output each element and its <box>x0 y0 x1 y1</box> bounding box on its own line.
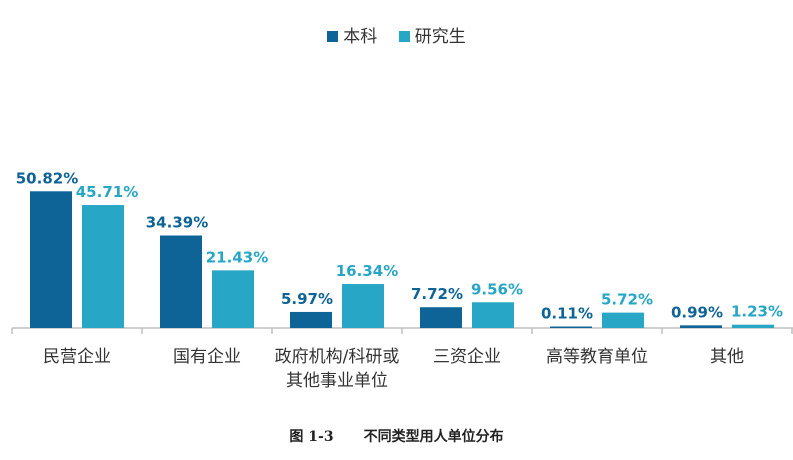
bar-undergraduate-2 <box>290 311 332 328</box>
bar-graduate-5 <box>732 324 774 328</box>
bar-undergraduate-0 <box>30 191 72 328</box>
data-label-graduate-3: 9.56% <box>471 280 523 298</box>
data-label-graduate-0: 45.71% <box>76 183 138 201</box>
bar-undergraduate-4 <box>550 326 592 328</box>
data-label-undergraduate-1: 34.39% <box>146 213 208 231</box>
legend-swatch-undergraduate <box>327 31 339 42</box>
bar-undergraduate-5 <box>680 325 722 328</box>
figure-title: 不同类型用人单位分布 <box>363 429 504 445</box>
data-label-graduate-5: 1.23% <box>731 303 783 321</box>
figure-number: 图 1-3 <box>289 429 334 445</box>
data-label-undergraduate-4: 0.11% <box>541 305 593 323</box>
bar-graduate-0 <box>82 205 124 328</box>
category-label-0: 民营企业 <box>43 347 111 367</box>
bar-chart: 50.82%45.71% 民营企业 34.39% 21.43% 国有企业 5.97%16.… <box>11 169 793 391</box>
bar-graduate-2 <box>342 284 384 328</box>
legend-item-graduate: 研究生 <box>398 22 466 47</box>
category-label-2: 政府机构/科研或其他事业单位 <box>275 347 400 391</box>
bar-graduate-1 <box>212 270 254 328</box>
category-label-3: 三资企业 <box>433 347 501 367</box>
category-label-5: 其他 <box>710 347 744 367</box>
figure-caption: 图 1-3 不同类型用人单位分布 <box>0 426 793 446</box>
legend-swatch-graduate <box>398 31 410 42</box>
category-label-4: 高等教育单位 <box>546 347 648 367</box>
data-label-graduate-4: 5.72% <box>601 291 653 309</box>
data-label-undergraduate-3: 7.72% <box>411 285 463 303</box>
data-label-graduate-2: 16.34% <box>336 262 398 280</box>
data-label-graduate-1: 21.43% <box>206 248 268 266</box>
legend: 本科 研究生 <box>0 22 793 47</box>
legend-label-graduate: 研究生 <box>414 27 466 47</box>
category-label-1: 国有企业 <box>173 347 241 367</box>
bar-undergraduate-1 <box>160 235 202 328</box>
legend-item-undergraduate: 本科 <box>327 22 377 47</box>
bar-graduate-4 <box>602 312 644 328</box>
legend-label-undergraduate: 本科 <box>343 27 378 47</box>
data-label-undergraduate-5: 0.99% <box>671 303 723 321</box>
data-label-undergraduate-0: 50.82% <box>16 169 78 187</box>
bar-undergraduate-3 <box>420 307 462 328</box>
bar-graduate-3 <box>472 302 514 328</box>
data-label-undergraduate-2: 5.97% <box>281 290 333 308</box>
